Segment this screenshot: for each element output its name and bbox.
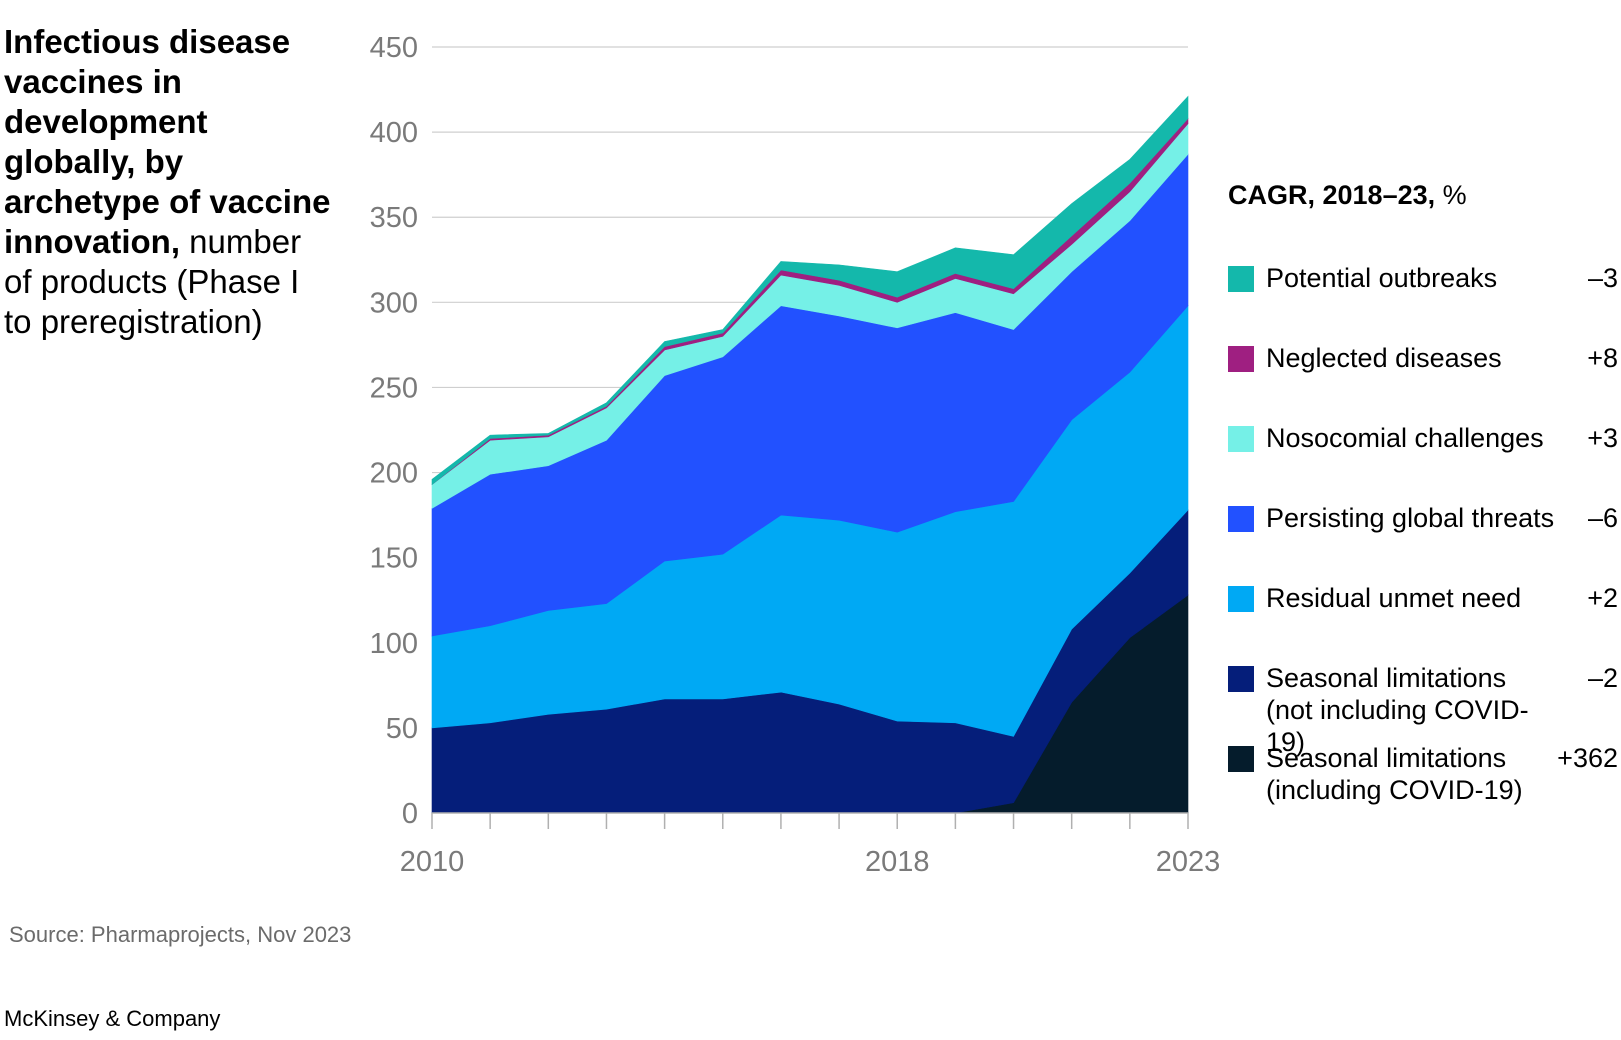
stacked-areas	[431, 95, 1189, 814]
x-tick-label-2018: 2018	[865, 846, 930, 878]
y-tick-label-0: 0	[402, 798, 418, 830]
legend-item: Potential outbreaks –3	[1228, 262, 1618, 332]
chart-subtitle: number of products (Phase I to preregist…	[4, 223, 302, 340]
y-tick-label-450: 450	[370, 32, 418, 64]
legend-label: Neglected diseases	[1266, 343, 1502, 373]
brand-name: McKinsey & Company	[4, 1006, 221, 1031]
legend-swatch	[1228, 266, 1254, 292]
legend-label: Residual unmet need	[1266, 583, 1522, 613]
legend-item: Residual unmet need +2	[1228, 582, 1618, 652]
y-axis-labels: 0 50 100 150 200 250 300 350 400 450	[370, 32, 418, 830]
y-tick-label-50: 50	[386, 713, 418, 745]
y-tick-label-300: 300	[370, 287, 418, 319]
legend-item: Nosocomial challenges +3	[1228, 422, 1618, 492]
x-tick-label-2023: 2023	[1156, 846, 1221, 878]
chart-title: Infectious disease vaccines in developme…	[4, 22, 334, 342]
x-axis	[431, 812, 1189, 829]
legend-swatch	[1228, 346, 1254, 372]
source-note: Source: Pharmaprojects, Nov 2023	[9, 922, 352, 947]
y-tick-label-100: 100	[370, 628, 418, 660]
x-axis-labels: 2010 2018 2023	[400, 846, 1221, 878]
legend-cagr-value: –2	[1587, 663, 1618, 693]
legend-cagr-value: –3	[1587, 263, 1618, 293]
y-tick-label-150: 150	[370, 543, 418, 575]
legend-swatch	[1228, 666, 1254, 692]
y-tick-label-400: 400	[370, 117, 418, 149]
chart-title-bold: Infectious disease vaccines in developme…	[4, 23, 331, 260]
legend-title: CAGR, 2018–23, %	[1228, 180, 1467, 211]
legend-item: Persisting global threats –6	[1228, 502, 1618, 572]
legend-label: Potential outbreaks	[1266, 263, 1498, 293]
legend-label: Seasonal limitations (not including COVI…	[1266, 663, 1529, 757]
legend-swatch	[1228, 746, 1254, 772]
legend-title-unit: %	[1435, 180, 1467, 210]
legend-label: Persisting global threats	[1266, 503, 1555, 533]
legend-item: Seasonal limitations (including COVID-19…	[1228, 742, 1618, 812]
y-tick-label-350: 350	[370, 202, 418, 234]
legend-swatch	[1228, 506, 1254, 532]
legend-title-bold: CAGR, 2018–23,	[1228, 180, 1436, 210]
legend-swatch	[1228, 586, 1254, 612]
legend-swatch	[1228, 426, 1254, 452]
legend-cagr-value: +3	[1587, 423, 1618, 453]
legend-item: Neglected diseases +8	[1228, 342, 1618, 412]
legend-cagr-value: +362	[1557, 743, 1618, 773]
legend-item: Seasonal limitations (not including COVI…	[1228, 662, 1618, 757]
legend-cagr-value: +8	[1587, 343, 1618, 373]
x-tick-label-2010: 2010	[400, 846, 465, 878]
y-tick-label-200: 200	[370, 458, 418, 490]
legend-cagr-value: –6	[1587, 503, 1618, 533]
legend-label: Nosocomial challenges	[1266, 423, 1544, 453]
area-series-6	[431, 95, 1189, 486]
y-tick-label-250: 250	[370, 372, 418, 404]
legend-label: Seasonal limitations (including COVID-19…	[1266, 743, 1523, 805]
legend-cagr-value: +2	[1587, 583, 1618, 613]
